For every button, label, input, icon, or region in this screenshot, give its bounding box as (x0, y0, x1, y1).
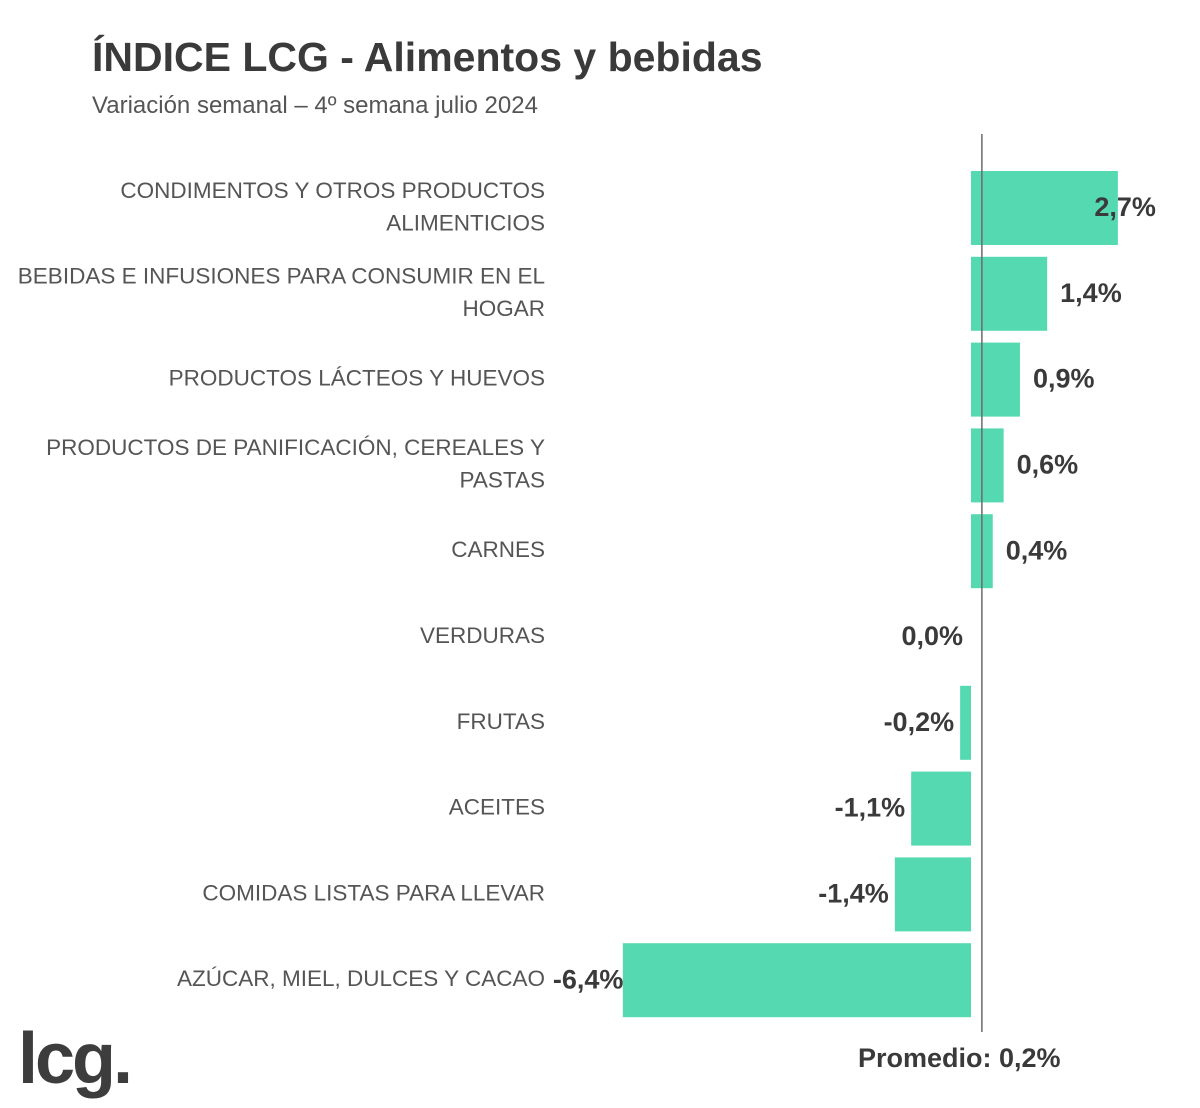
category-label: PRODUCTOS LÁCTEOS Y HUEVOS (169, 366, 545, 391)
category-label: VERDURAS (420, 623, 545, 648)
value-label: 2,7% (1094, 192, 1156, 222)
bar (911, 771, 971, 846)
bar (971, 256, 1048, 331)
value-label: -1,4% (818, 879, 889, 909)
category-label: CARNES (451, 537, 545, 562)
bar (960, 685, 971, 760)
category-label: COMIDAS LISTAS PARA LLEVAR (202, 880, 545, 905)
value-label: 0,6% (1017, 450, 1079, 480)
category-label: AZÚCAR, MIEL, DULCES Y CACAO (177, 966, 545, 991)
bar (971, 171, 1118, 245)
lcg-logo: lcg. (18, 1019, 133, 1099)
category-label: BEBIDAS E INFUSIONES PARA CONSUMIR EN EL… (18, 263, 545, 321)
value-label: -0,2% (884, 707, 955, 737)
category-label: CONDIMENTOS Y OTROS PRODUCTOS ALIMENTICIO… (120, 178, 545, 236)
value-label: 0,4% (1006, 535, 1068, 565)
bar (971, 428, 1004, 503)
bar (894, 857, 971, 932)
chart-subtitle: Variación semanal – 4º semana julio 2024 (92, 92, 538, 119)
category-label: PRODUCTOS DE PANIFICACIÓN, CEREALES Y PAS… (46, 435, 545, 493)
bar (971, 342, 1020, 417)
value-label: -1,1% (835, 793, 906, 823)
value-label: 0,0% (901, 621, 963, 651)
average-label: Promedio: 0,2% (858, 1043, 1061, 1073)
category-label: ACEITES (449, 795, 545, 820)
value-label: -6,4% (553, 964, 624, 994)
value-label: 0,9% (1033, 364, 1095, 394)
value-label: 1,4% (1060, 278, 1122, 308)
bar (622, 943, 971, 1018)
category-label: FRUTAS (457, 709, 545, 734)
chart-title: ÍNDICE LCG - Alimentos y bebidas (92, 34, 763, 80)
